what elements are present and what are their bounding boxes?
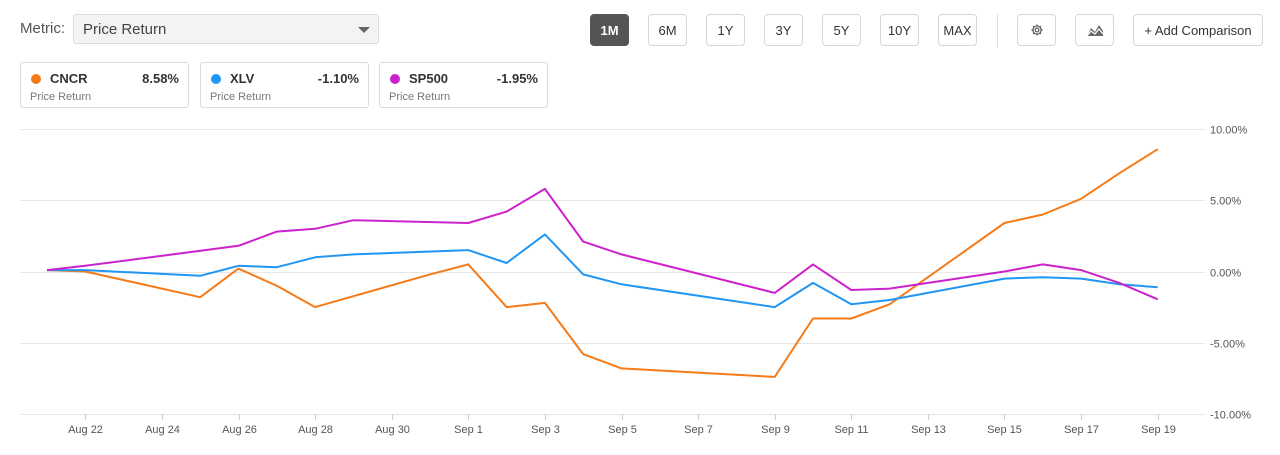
x-tick-label: Sep 1 [454,424,483,436]
series-line-xlv [47,233,1158,309]
chevron-down-icon [358,27,370,33]
y-tick-label: 0.00% [1210,268,1241,280]
series-color-dot [390,74,400,84]
legend-symbol: CNCR [50,71,88,86]
range-button-10y[interactable]: 10Y [880,14,919,46]
toolbar-divider [997,14,998,47]
x-tick-label: Aug 28 [298,424,333,436]
y-tick-label: -10.00% [1210,410,1251,422]
x-tick-label: Aug 22 [68,424,103,436]
metric-dropdown-value: Price Return [83,21,167,38]
y-tick-label: 5.00% [1210,196,1241,208]
x-tick-label: Sep 17 [1064,424,1099,436]
x-tick-label: Sep 11 [834,424,868,436]
series-line-cncr [46,148,1159,378]
legend-value: -1.10% [317,71,359,86]
series-color-dot [31,74,41,84]
x-tick-label: Sep 15 [987,424,1022,436]
y-tick-label: -5.00% [1210,339,1245,351]
range-button-6m[interactable]: 6M [648,14,687,46]
series-color-dot [211,74,221,84]
legend-card-sp500[interactable]: SP500 -1.95% Price Return [379,62,548,108]
legend-metric: Price Return [389,91,451,103]
legend-symbol: XLV [230,71,255,86]
legend-value: 8.58% [142,71,179,86]
gear-icon [1030,24,1043,36]
legend-metric: Price Return [210,91,272,103]
range-button-5y[interactable]: 5Y [822,14,861,46]
legend-card-xlv[interactable]: XLV -1.10% Price Return [200,62,369,108]
x-tick-label: Aug 26 [222,424,257,436]
y-tick-label: 10.00% [1210,125,1248,137]
legend-value: -1.95% [496,71,538,86]
chart-type-button[interactable] [1075,14,1114,46]
x-tick-label: Sep 19 [1141,424,1176,436]
range-button-max[interactable]: MAX [938,14,977,46]
range-button-1m[interactable]: 1M [590,14,629,46]
series-line-sp500 [46,187,1159,301]
area-chart-icon [1086,25,1103,37]
x-tick-label: Sep 9 [761,424,790,436]
metric-label: Metric: [20,20,65,37]
legend-symbol: SP500 [409,71,449,86]
x-tick-label: Sep 7 [684,424,713,436]
add-comparison-button[interactable]: + Add Comparison [1133,14,1263,46]
legend-metric: Price Return [30,91,92,103]
x-tick-label: Sep 3 [531,424,560,436]
x-tick-label: Sep 13 [911,424,946,436]
metric-dropdown[interactable]: Price Return [73,14,379,44]
x-tick-label: Aug 24 [145,424,180,436]
range-button-1y[interactable]: 1Y [706,14,745,46]
x-tick-label: Aug 30 [375,424,410,436]
legend-card-cncr[interactable]: CNCR 8.58% Price Return [20,62,189,108]
x-tick-label: Sep 5 [608,424,637,436]
settings-button[interactable] [1017,14,1056,46]
range-button-3y[interactable]: 3Y [764,14,803,46]
